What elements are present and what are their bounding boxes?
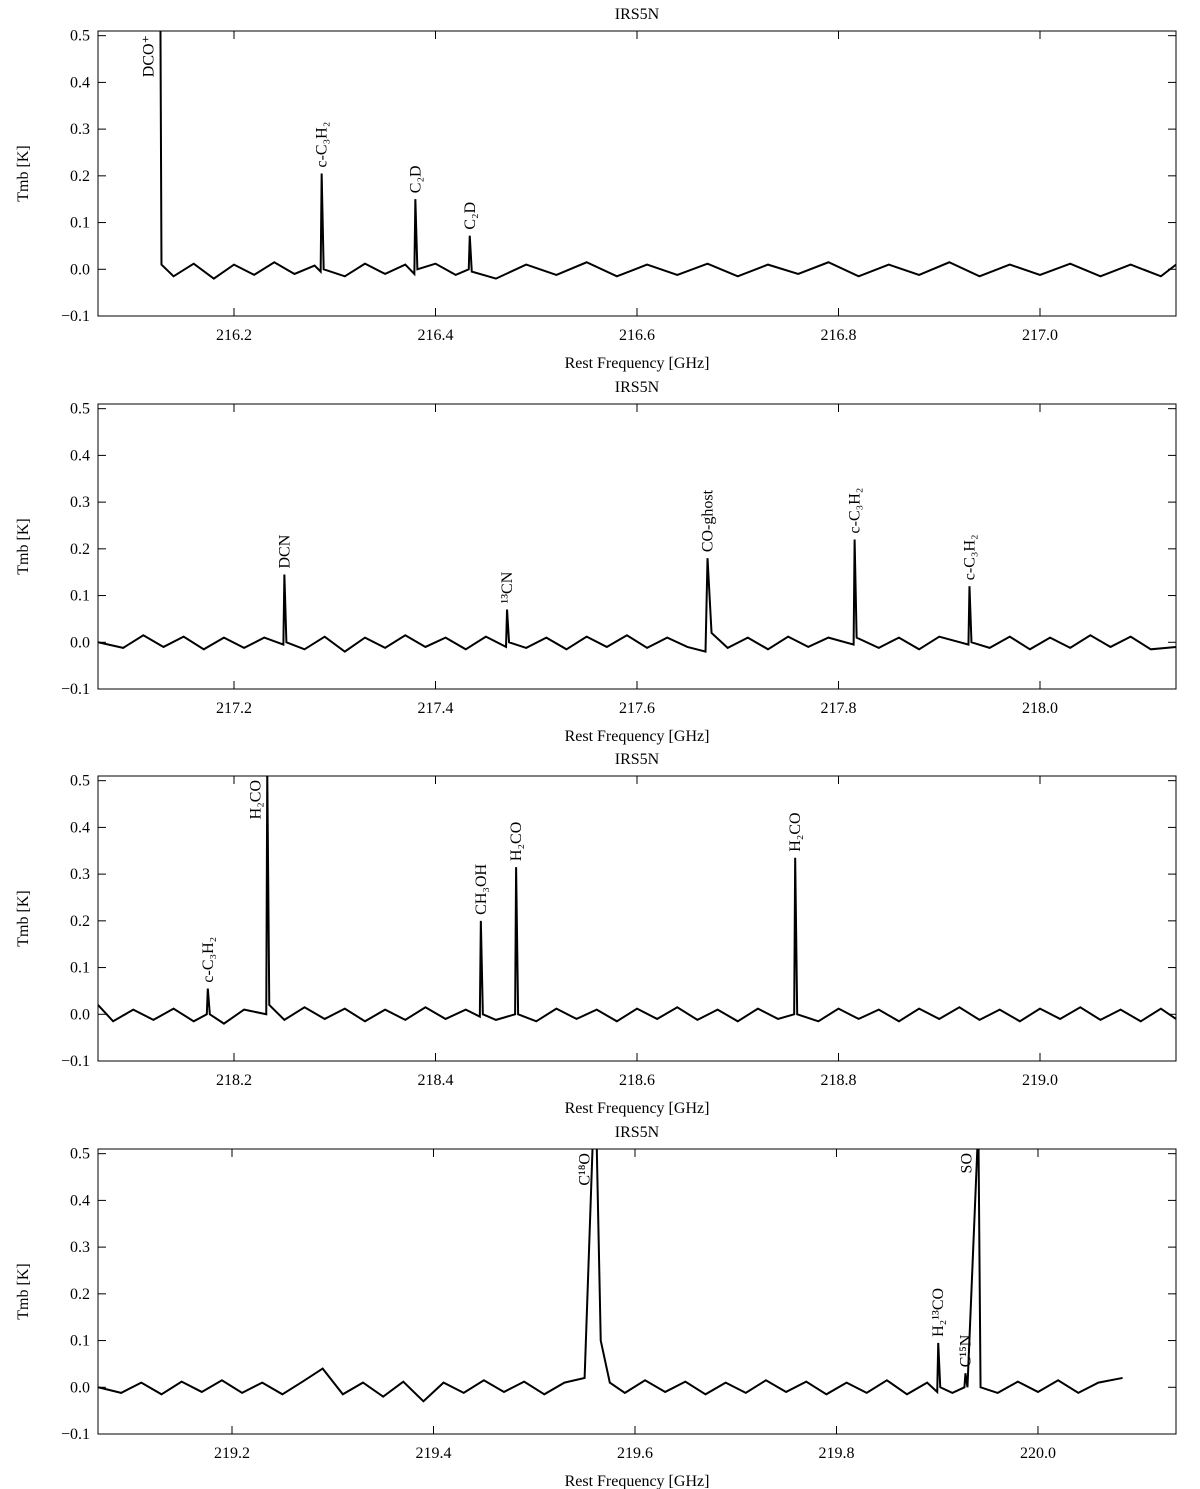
line-label: c-C₃H₂ (847, 488, 864, 534)
panel-title: IRS5N (615, 379, 660, 396)
y-tick-label: 0.5 (70, 1146, 90, 1163)
y-tick-label: 0.1 (70, 215, 90, 232)
x-tick-label: 216.4 (418, 327, 454, 344)
axes-frame (97, 30, 1177, 317)
y-tick-label: 0.5 (70, 773, 90, 790)
panel-title: IRS5N (615, 6, 660, 23)
line-label: H₂CO (787, 812, 804, 851)
y-tick-label: 0.3 (70, 1239, 90, 1256)
y-tick-label: −0.1 (61, 308, 90, 325)
y-tick-label: 0.0 (70, 261, 90, 278)
x-tick-label: 217.0 (1022, 327, 1058, 344)
y-tick-label: 0.0 (70, 1006, 90, 1023)
y-tick-label: 0.1 (70, 960, 90, 977)
x-tick-label: 218.8 (820, 1072, 856, 1089)
axes-frame (97, 403, 1177, 690)
y-tick-label: −0.1 (61, 1053, 90, 1070)
spectrum-line (98, 539, 1176, 653)
panel: IRS5N Rest Frequency [GHz] Tmb [K] −0.1 0.0 0… (15, 6, 1177, 372)
spectrum-line (159, 31, 1176, 280)
line-label: H₂¹³CO (930, 1288, 947, 1337)
y-tick-label: 0.2 (70, 913, 90, 930)
x-tick-label: 219.6 (617, 1445, 653, 1462)
y-tick-label: 0.3 (70, 866, 90, 883)
y-tick-label: 0.3 (70, 494, 90, 511)
x-tick-label: 218.0 (1022, 700, 1058, 717)
x-tick-label: 219.0 (1022, 1072, 1058, 1089)
y-tick-label: 0.0 (70, 1379, 90, 1396)
x-tick-label: 216.2 (216, 327, 252, 344)
y-tick-label: 0.3 (70, 121, 90, 138)
panel: IRS5N Rest Frequency [GHz] Tmb [K] −0.1 0.0 0… (15, 751, 1177, 1117)
y-tick-label: −0.1 (61, 681, 90, 698)
y-tick-label: 0.2 (70, 541, 90, 558)
line-label: DCN (276, 534, 293, 568)
line-label: ¹³CN (499, 571, 516, 603)
y-tick-label: 0.5 (70, 401, 90, 418)
line-label: H₂CO (508, 822, 525, 861)
line-label: c-C₃H₂ (314, 122, 331, 168)
x-tick-label: 220.0 (1020, 1445, 1056, 1462)
axes-frame (97, 775, 1177, 1062)
line-label: C¹⁸O (577, 1153, 594, 1186)
panel-title: IRS5N (615, 1124, 660, 1141)
y-tick-label: 0.4 (70, 1192, 90, 1209)
x-tick-label: 217.8 (820, 700, 856, 717)
y-tick-label: 0.4 (70, 74, 90, 91)
x-axis-label: Rest Frequency [GHz] (565, 355, 710, 372)
x-tick-label: 217.2 (216, 700, 252, 717)
y-axis-label: Tmb [K] (15, 518, 32, 574)
x-tick-label: 216.6 (619, 327, 655, 344)
axes-frame (97, 1148, 1177, 1435)
line-label: CH₃OH (473, 863, 490, 914)
panel: IRS5N Rest Frequency [GHz] Tmb [K] −0.1 0.0 0… (15, 379, 1177, 745)
panel: IRS5N Rest Frequency [GHz] Tmb [K] −0.1 0.0 0… (15, 1124, 1177, 1489)
y-tick-label: 0.4 (70, 447, 90, 464)
y-axis-label: Tmb [K] (15, 1263, 32, 1319)
y-tick-label: 0.1 (70, 588, 90, 605)
y-tick-label: −0.1 (61, 1426, 90, 1443)
x-tick-label: 219.2 (214, 1445, 250, 1462)
y-tick-label: 0.2 (70, 168, 90, 185)
x-tick-label: 219.8 (818, 1445, 854, 1462)
line-label: CO-ghost (700, 489, 717, 552)
y-tick-label: 0.4 (70, 819, 90, 836)
line-label: SO (959, 1153, 976, 1173)
y-axis-label: Tmb [K] (15, 145, 32, 201)
x-tick-label: 218.2 (216, 1072, 252, 1089)
x-tick-label: 217.6 (619, 700, 655, 717)
spectrum-line (98, 1149, 1123, 1403)
y-tick-label: 0.2 (70, 1286, 90, 1303)
line-label: DCO⁺ (140, 35, 157, 77)
x-axis-label: Rest Frequency [GHz] (565, 1100, 710, 1117)
line-label: c-C₃H₂ (200, 937, 217, 983)
panel-title: IRS5N (615, 751, 660, 768)
line-label: c-C₃H₂ (961, 534, 978, 580)
y-tick-label: 0.1 (70, 1333, 90, 1350)
spectrum-line (98, 776, 1176, 1025)
line-label: C¹⁵N (957, 1334, 974, 1367)
y-tick-label: 0.0 (70, 634, 90, 651)
x-axis-label: Rest Frequency [GHz] (565, 728, 710, 745)
line-label: H₂CO (247, 780, 264, 819)
x-tick-label: 217.4 (418, 700, 454, 717)
y-tick-label: 0.5 (70, 28, 90, 45)
x-tick-label: 218.6 (619, 1072, 655, 1089)
y-axis-label: Tmb [K] (15, 890, 32, 946)
x-tick-label: 219.4 (415, 1445, 451, 1462)
line-label: C₂D (462, 202, 479, 230)
line-label: C₂D (407, 165, 424, 193)
x-axis-label: Rest Frequency [GHz] (565, 1473, 710, 1489)
x-tick-label: 218.4 (418, 1072, 454, 1089)
x-tick-label: 216.8 (820, 327, 856, 344)
